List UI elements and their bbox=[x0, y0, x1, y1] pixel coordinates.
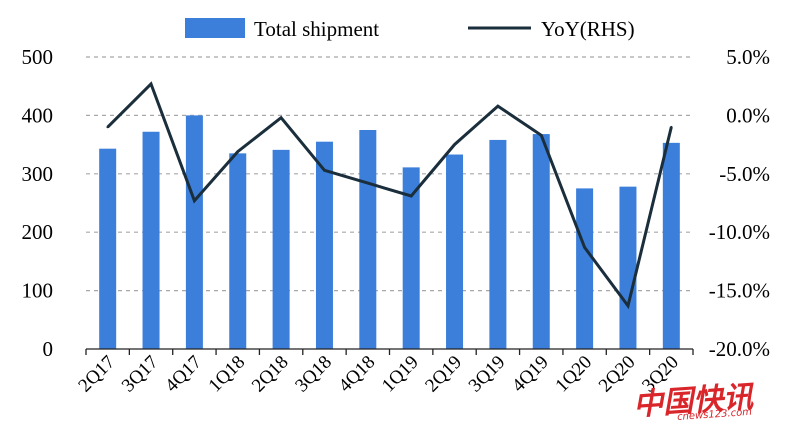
yoy-point bbox=[540, 134, 543, 137]
x-tick-label: 2Q17 bbox=[75, 352, 120, 397]
bar bbox=[359, 130, 377, 349]
yoy-point bbox=[323, 169, 326, 172]
yoy-point bbox=[409, 194, 413, 198]
yoy-point bbox=[193, 199, 196, 202]
yoy-point bbox=[453, 143, 456, 146]
x-tick-label: 1Q19 bbox=[378, 352, 423, 397]
bar bbox=[489, 139, 507, 349]
bar bbox=[185, 115, 203, 350]
line-series bbox=[106, 81, 673, 310]
x-tick-label: 2Q19 bbox=[421, 352, 466, 397]
yoy-point bbox=[496, 104, 500, 108]
yoy-line bbox=[106, 81, 673, 310]
yoy-point bbox=[279, 116, 283, 119]
x-tick-label: 1Q18 bbox=[205, 352, 250, 397]
legend-label-total-shipment: Total shipment bbox=[254, 17, 379, 41]
gridlines bbox=[86, 56, 693, 292]
watermark-text: 中国快讯 bbox=[632, 380, 756, 423]
x-tick-label: 4Q19 bbox=[508, 352, 553, 397]
watermark-logo: 中国快讯 cnews123.com bbox=[632, 380, 756, 423]
bar bbox=[576, 188, 594, 349]
x-tick-label: 4Q17 bbox=[161, 352, 206, 397]
bar-series bbox=[99, 115, 680, 350]
bar bbox=[142, 131, 160, 349]
y-left-tick-label: 500 bbox=[22, 45, 54, 69]
yoy-point bbox=[626, 304, 630, 307]
y-right-tick-label: 5.0% bbox=[726, 45, 770, 69]
bar bbox=[272, 149, 290, 349]
y-left-tick-label: 100 bbox=[22, 279, 54, 303]
y-right-tick-label: -15.0% bbox=[709, 279, 770, 303]
legend: Total shipment YoY(RHS) bbox=[185, 17, 635, 41]
tick-labels: 0 100 200 300 400 500 -20.0% -15.0% -10.0% -5.0% 0… bbox=[22, 45, 771, 396]
yoy-point bbox=[583, 246, 586, 249]
x-tick-label: 1Q20 bbox=[551, 352, 596, 397]
bar bbox=[662, 142, 680, 349]
bar bbox=[619, 186, 637, 349]
bar bbox=[315, 141, 333, 349]
x-tick-label: 2Q18 bbox=[248, 352, 293, 397]
legend-swatch-total-shipment bbox=[185, 18, 245, 38]
y-left-tick-label: 200 bbox=[22, 220, 54, 244]
yoy-point bbox=[149, 82, 153, 86]
bar bbox=[402, 167, 420, 349]
bar bbox=[446, 154, 464, 349]
y-left-tick-label: 300 bbox=[22, 162, 54, 186]
x-tick-label: 3Q19 bbox=[465, 352, 510, 397]
axes bbox=[85, 348, 694, 355]
legend-label-yoy: YoY(RHS) bbox=[541, 17, 635, 41]
bar bbox=[229, 153, 247, 349]
y-right-tick-label: -5.0% bbox=[719, 162, 770, 186]
bar bbox=[99, 148, 117, 349]
y-left-tick-label: 0 bbox=[43, 337, 54, 361]
yoy-point bbox=[106, 125, 109, 129]
yoy-point bbox=[366, 181, 370, 185]
x-tick-label: 4Q18 bbox=[335, 352, 380, 397]
y-right-tick-label: 0.0% bbox=[726, 103, 770, 127]
y-right-tick-label: -20.0% bbox=[709, 337, 770, 361]
yoy-point bbox=[236, 150, 239, 153]
x-tick-label: 3Q18 bbox=[291, 352, 336, 397]
y-left-tick-label: 400 bbox=[22, 103, 54, 127]
y-right-tick-label: -10.0% bbox=[709, 220, 770, 244]
bar bbox=[532, 134, 550, 349]
yoy-point bbox=[670, 125, 673, 129]
watermark-subtext: cnews123.com bbox=[677, 407, 753, 423]
x-tick-label: 3Q17 bbox=[118, 352, 163, 397]
